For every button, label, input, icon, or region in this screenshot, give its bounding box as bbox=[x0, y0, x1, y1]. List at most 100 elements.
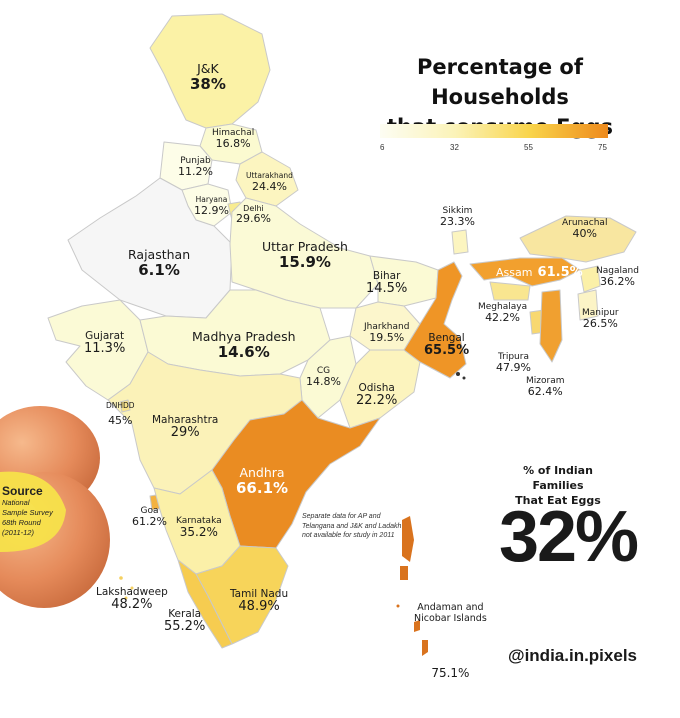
region-name: Andhra bbox=[239, 465, 285, 480]
legend-tick-32: 32 bbox=[450, 143, 459, 152]
label-up: Uttar Pradesh 15.9% bbox=[262, 239, 348, 272]
region-dnhdd bbox=[119, 399, 131, 413]
nicobar-island-2 bbox=[422, 640, 428, 656]
lakshadweep-island-3 bbox=[124, 596, 128, 600]
region-mizoram bbox=[539, 289, 563, 363]
region-name: DNHDD bbox=[106, 401, 135, 410]
source-badge: Source National Sample Survey 68th Round… bbox=[2, 484, 66, 538]
legend-tick-55: 55 bbox=[524, 143, 533, 152]
label-lakshadweep: Lakshadweep 48.2% bbox=[96, 586, 168, 613]
region-name: Meghalaya bbox=[478, 302, 528, 312]
label-tamilnadu: Tamil Nadu 48.9% bbox=[230, 588, 288, 615]
region-name: Maharashtra bbox=[152, 414, 219, 426]
region-name: Tamil Nadu bbox=[230, 588, 289, 600]
source-line-4: (2011-12) bbox=[2, 528, 34, 537]
region-value: 38% bbox=[190, 75, 226, 94]
label-jk: J&K 38% bbox=[190, 61, 226, 94]
source-badge-shape bbox=[0, 471, 66, 552]
label-maharashtra: Maharashtra 29% bbox=[152, 414, 218, 441]
legend-tick-min: 6 bbox=[380, 143, 385, 152]
label-mp: Madhya Pradesh 14.6% bbox=[192, 329, 296, 362]
stat-caption-line-1: % of Indian Families bbox=[523, 464, 593, 492]
region-name: Rajasthan bbox=[128, 247, 191, 262]
label-jharkhand: Jharkhand 19.5% bbox=[364, 322, 409, 345]
region-value: 11.2% bbox=[178, 165, 213, 179]
region-manipur bbox=[577, 289, 599, 321]
source-line-3: 68th Round bbox=[2, 518, 41, 527]
region-bengal bbox=[403, 261, 467, 379]
label-gujarat: Gujarat 11.3% bbox=[84, 330, 125, 357]
region-uttarakhand bbox=[235, 151, 299, 207]
egg-illustration bbox=[0, 406, 110, 608]
region-value: 47.9% bbox=[496, 361, 531, 375]
label-uttarakhand: Uttarakhand 24.4% bbox=[246, 171, 293, 193]
source-line-1: National bbox=[2, 498, 30, 507]
creator-handle: @india.in.pixels bbox=[508, 646, 637, 665]
region-value: 62.4% bbox=[527, 385, 563, 399]
source-line-2: Sample Survey bbox=[2, 508, 53, 517]
region-name: Delhi bbox=[243, 204, 264, 213]
national-stat-value: 32% bbox=[498, 497, 639, 577]
label-rajasthan: Rajasthan 6.1% bbox=[128, 247, 191, 280]
region-bihar bbox=[369, 255, 439, 307]
region-name: Bengal bbox=[428, 332, 465, 344]
label-meghalaya: Meghalaya 42.2% bbox=[478, 302, 527, 325]
region-name: CG bbox=[316, 366, 331, 376]
region-value: 36.2% bbox=[599, 275, 635, 289]
label-dnhdd: DNHDD 45% bbox=[106, 401, 135, 427]
region-value: 75.1% bbox=[431, 666, 470, 681]
label-andhra: Andhra 66.1% bbox=[236, 465, 289, 498]
source-heading: Source bbox=[2, 484, 43, 498]
region-value: 6.1% bbox=[138, 261, 180, 280]
label-bihar: Bihar 14.5% bbox=[366, 270, 407, 297]
legend-gradient-bar bbox=[380, 124, 608, 138]
region-value: 29% bbox=[170, 425, 200, 441]
region-value: 66.1% bbox=[236, 479, 289, 498]
india-map bbox=[47, 13, 637, 656]
region-name: Goa bbox=[140, 506, 159, 516]
label-goa: Goa 61.2% bbox=[132, 506, 167, 529]
region-value: 16.8% bbox=[215, 137, 251, 151]
region-name: Andaman and Nicobar Islands bbox=[414, 601, 487, 624]
nicobar-island-1 bbox=[414, 620, 420, 632]
region-value: 42.2% bbox=[485, 311, 521, 325]
region-value: 14.6% bbox=[217, 343, 270, 362]
andaman-dot bbox=[396, 604, 400, 608]
region-name: Bihar bbox=[372, 270, 401, 282]
delta-dot-2 bbox=[462, 376, 466, 380]
region-value: 35.2% bbox=[179, 525, 218, 540]
region-name: Tripura bbox=[497, 352, 529, 362]
andaman-island-mid bbox=[400, 566, 408, 580]
region-value: 11.3% bbox=[84, 341, 126, 357]
region-up bbox=[229, 197, 379, 309]
region-value: 61.2% bbox=[132, 515, 167, 529]
region-name: Assam bbox=[496, 266, 533, 279]
label-sikkim: Sikkim 23.3% bbox=[440, 206, 475, 229]
region-name: Madhya Pradesh bbox=[192, 329, 296, 344]
region-value: 40% bbox=[572, 227, 597, 241]
label-mizoram: Mizoram 62.4% bbox=[526, 376, 564, 399]
label-odisha: Odisha 22.2% bbox=[356, 382, 397, 409]
region-name: Mizoram bbox=[526, 376, 565, 386]
label-assam: Assam 61.5% bbox=[496, 262, 583, 281]
label-delhi: Delhi 29.6% bbox=[236, 204, 271, 226]
region-name: Karnataka bbox=[176, 516, 222, 526]
region-value: 61.5% bbox=[537, 265, 583, 280]
stat-caption: % of Indian Families That Eat Eggs bbox=[498, 463, 618, 508]
region-value: 23.3% bbox=[440, 215, 475, 229]
region-value: 24.4% bbox=[251, 179, 287, 193]
region-arunachal bbox=[519, 215, 637, 263]
region-name: Arunachal bbox=[562, 218, 608, 228]
region-name: Sikkim bbox=[442, 206, 473, 216]
region-value: 12.9% bbox=[194, 203, 229, 217]
label-kerala: Kerala 55.2% bbox=[164, 608, 205, 635]
label-himachal: Himachal 16.8% bbox=[212, 128, 254, 151]
region-name: Nagaland bbox=[596, 266, 639, 276]
region-assam bbox=[469, 257, 581, 287]
region-name: Himachal bbox=[212, 128, 255, 138]
region-value: 48.9% bbox=[238, 599, 280, 615]
label-cg: CG 14.8% bbox=[306, 366, 341, 389]
region-name: Punjab bbox=[180, 156, 211, 166]
delta-dot-1 bbox=[456, 372, 460, 376]
region-value: 22.2% bbox=[356, 393, 398, 409]
